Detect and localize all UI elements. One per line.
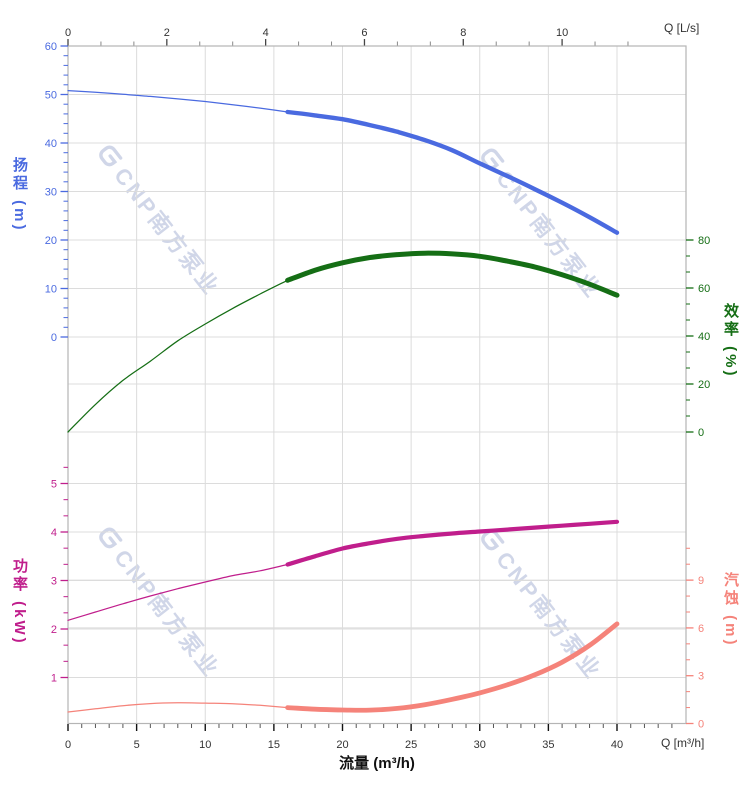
tick-label: 20 [698,379,710,391]
flow-axis-title: 流量 (m³/h) [339,755,415,772]
tick-label: 0 [698,427,704,439]
efficiency-axis-title: 效率 (%) [722,303,739,379]
tick-label: 40 [45,138,57,150]
head-curve-thin [67,89,289,113]
tick-label: 0 [698,719,704,731]
efficiency-curve [67,250,620,433]
grid-lines [68,46,686,724]
power-curve-thick [285,519,620,567]
npsh-axis-title: 汽蚀 (m) [722,572,739,648]
tick-label: 35 [542,739,554,751]
power-axis-title: 功率 (kW) [11,558,28,646]
tick-label: 4 [263,27,269,39]
npsh-curve [67,621,620,713]
tick-label: 6 [361,27,367,39]
tick-label: 40 [611,739,623,751]
axis-ticks [60,39,694,731]
bottom-axis-unit-label: Q [m³/h] [661,736,705,750]
tick-label: 0 [51,332,57,344]
tick-label: 15 [268,739,280,751]
tick-label: 20 [45,235,57,247]
tick-label: 9 [698,575,704,587]
top-axis-unit-label: Q [L/s] [664,21,700,35]
efficiency-curve-thin [67,279,289,433]
npsh-curve-thick [285,621,620,713]
tick-label: 0 [65,27,71,39]
tick-label: 50 [45,90,57,102]
tick-label: 10 [199,739,211,751]
tick-label: 2 [164,27,170,39]
tick-label: 40 [698,331,710,343]
head-axis-title: 扬程 (m) [11,157,28,233]
tick-label: 80 [698,235,710,247]
efficiency-curve-thick [285,250,620,298]
tick-label: 2 [51,624,57,636]
plot-border [67,45,687,725]
tick-label: 5 [51,479,57,491]
tick-label: 10 [556,27,568,39]
tick-label: 5 [134,739,140,751]
tick-label: 1 [51,673,57,685]
tick-label: 3 [51,576,57,588]
tick-label: 30 [474,739,486,751]
tick-label: 60 [698,283,710,295]
tick-label: 0 [65,739,71,751]
tick-label: 25 [405,739,417,751]
tick-label: 4 [51,527,57,539]
head-curve-thick [285,109,620,235]
tick-label: 10 [45,284,57,296]
npsh-curve-thin [67,702,289,713]
head-curve [67,89,620,235]
tick-label: 60 [45,41,57,53]
tick-label: 30 [45,187,57,199]
tick-label: 3 [698,671,704,683]
tick-label: 20 [336,739,348,751]
tick-label: 6 [698,623,704,635]
tick-label: 8 [460,27,466,39]
power-curve [67,519,620,621]
power-curve-thin [67,563,289,621]
